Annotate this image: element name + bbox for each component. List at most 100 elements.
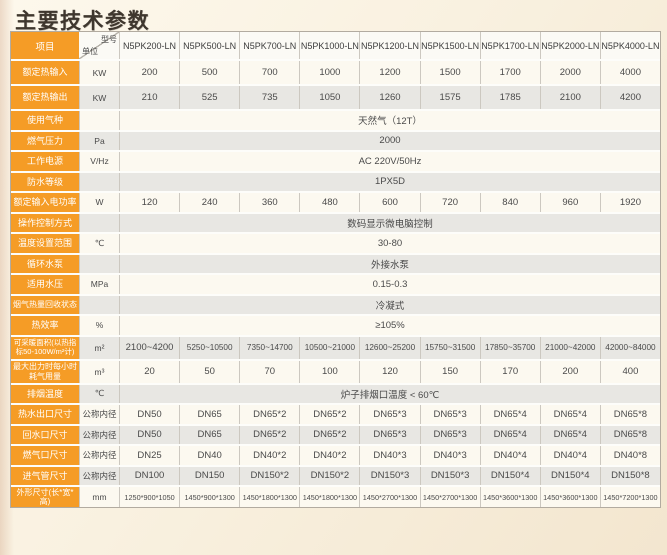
row-span-value: 0.15-0.3: [119, 275, 660, 294]
cell-value: 1450*2700*1300: [419, 487, 480, 507]
row-span-value: 30-80: [119, 234, 660, 253]
table-row: 使用气种 天然气（12T）: [11, 109, 660, 130]
table-row: 操作控制方式 数码显示微电脑控制: [11, 211, 660, 232]
header-item-cell: 项目: [11, 32, 79, 59]
row-label: 使用气种: [11, 111, 79, 130]
cell-value: DN150*4: [479, 466, 540, 485]
cell-value: 1260: [359, 86, 420, 109]
cell-value: DN40*8: [599, 446, 660, 465]
cell-value: 4000: [599, 61, 660, 84]
header-model-unit-corner-cell: 型号 单位: [79, 32, 119, 59]
cell-value: DN65*2: [299, 405, 360, 424]
cell-value: DN65*4: [539, 405, 600, 424]
cell-value: 100: [299, 360, 360, 383]
row-unit: m²: [79, 336, 119, 359]
cell-value: 1700: [479, 61, 540, 84]
row-span-value: 冷凝式: [119, 295, 660, 314]
row-unit: 公称内径: [79, 425, 119, 444]
row-unit: mm: [79, 487, 119, 507]
cell-value: DN40*2: [299, 446, 360, 465]
cell-value: 200: [539, 360, 600, 383]
cell-value: 210: [119, 86, 180, 109]
row-unit: [79, 254, 119, 273]
row-label: 可采暖面积(以热指标50-100W/m²计): [11, 336, 79, 359]
table-row: 额定输入电功率 W 120 240 360 480 600 720 840 960 1920: [11, 191, 660, 212]
cell-value: 1575: [419, 86, 480, 109]
page-title: 主要技术参数: [15, 10, 150, 33]
corner-model-label: 型号: [101, 35, 117, 44]
table-row: 最大出力时每小时耗气用量 m³ 20 50 70 100 120 150 170 200 400: [11, 358, 660, 383]
cell-value: DN150*2: [299, 466, 360, 485]
table-row: 适用水压 MPa 0.15-0.3: [11, 273, 660, 294]
cell-value: DN25: [119, 446, 180, 465]
cell-value: DN40*2: [239, 446, 300, 465]
cell-value: 1000: [299, 61, 360, 84]
row-span-value: 2000: [119, 131, 660, 150]
cell-value: 200: [119, 61, 180, 84]
cell-value: 1450*2700*1300: [359, 487, 420, 507]
table-row: 循环水泵 外接水泵: [11, 252, 660, 273]
row-span-value: 外接水泵: [119, 254, 660, 273]
cell-value: 20: [119, 360, 180, 383]
table-row: 烟气热量回收状态 冷凝式: [11, 293, 660, 314]
row-label: 外形尺寸(长*宽*高): [11, 487, 79, 507]
cell-value: 7350~14700: [239, 336, 300, 359]
cell-value: 1250*900*1050: [119, 487, 180, 507]
cell-value: DN65*3: [359, 405, 420, 424]
row-unit: [79, 111, 119, 130]
cell-value: DN50: [119, 425, 180, 444]
cell-value: DN65*4: [479, 405, 540, 424]
row-label: 排烟温度: [11, 384, 79, 403]
row-label: 最大出力时每小时耗气用量: [11, 360, 79, 383]
cell-value: 1920: [599, 193, 660, 212]
row-span-value: ≥105%: [119, 316, 660, 335]
cell-value: 17850~35700: [479, 336, 540, 359]
row-unit: 公称内径: [79, 446, 119, 465]
cell-value: 1200: [359, 61, 420, 84]
cell-value: DN40*3: [419, 446, 480, 465]
table-row: 额定热输出 KW 210 525 735 1050 1260 1575 1785 2100 4200: [11, 84, 660, 109]
column-header-model: N5PK2000-LN: [539, 32, 600, 59]
row-unit: KW: [79, 61, 119, 84]
row-unit: [79, 295, 119, 314]
cell-value: 42000~84000: [599, 336, 660, 359]
cell-value: 10500~21000: [299, 336, 360, 359]
cell-value: DN65*4: [539, 425, 600, 444]
cell-value: 240: [179, 193, 240, 212]
cell-value: DN40*4: [539, 446, 600, 465]
cell-value: 735: [239, 86, 300, 109]
cell-value: 1500: [419, 61, 480, 84]
row-unit: KW: [79, 86, 119, 109]
cell-value: DN65*2: [299, 425, 360, 444]
row-span-value: 数码显示微电脑控制: [119, 213, 660, 232]
cell-value: DN65*3: [359, 425, 420, 444]
row-unit: m³: [79, 360, 119, 383]
table-header-row: 项目 型号 单位 N5PK200-LN N5PK500-LN N5PK700-LN N…: [11, 32, 660, 59]
cell-value: 50: [179, 360, 240, 383]
row-label: 工作电源: [11, 152, 79, 171]
cell-value: DN150*8: [599, 466, 660, 485]
row-label: 燃气压力: [11, 131, 79, 150]
column-header-model: N5PK1700-LN: [479, 32, 540, 59]
row-label: 热水出口尺寸: [11, 405, 79, 424]
row-label: 热效率: [11, 316, 79, 335]
cell-value: DN65*8: [599, 405, 660, 424]
row-unit: MPa: [79, 275, 119, 294]
cell-value: 525: [179, 86, 240, 109]
table-row: 回水口尺寸 公称内径 DN50 DN65 DN65*2 DN65*2 DN65*3 DN65*…: [11, 423, 660, 444]
cell-value: 1450*3600*1300: [539, 487, 600, 507]
column-header-model: N5PK200-LN: [119, 32, 180, 59]
table-row: 外形尺寸(长*宽*高) mm 1250*900*1050 1450*900*1300 1…: [11, 485, 660, 507]
cell-value: 15750~31500: [419, 336, 480, 359]
cell-value: DN150*2: [239, 466, 300, 485]
cell-value: 170: [479, 360, 540, 383]
row-label: 温度设置范围: [11, 234, 79, 253]
table-row: 工作电源 V/Hz AC 220V/50Hz: [11, 150, 660, 171]
row-label: 烟气热量回收状态: [11, 295, 79, 314]
cell-value: 720: [419, 193, 480, 212]
row-label: 防水等级: [11, 172, 79, 191]
cell-value: DN150*3: [419, 466, 480, 485]
cell-value: 1050: [299, 86, 360, 109]
cell-value: 1450*1800*1300: [239, 487, 300, 507]
cell-value: 480: [299, 193, 360, 212]
